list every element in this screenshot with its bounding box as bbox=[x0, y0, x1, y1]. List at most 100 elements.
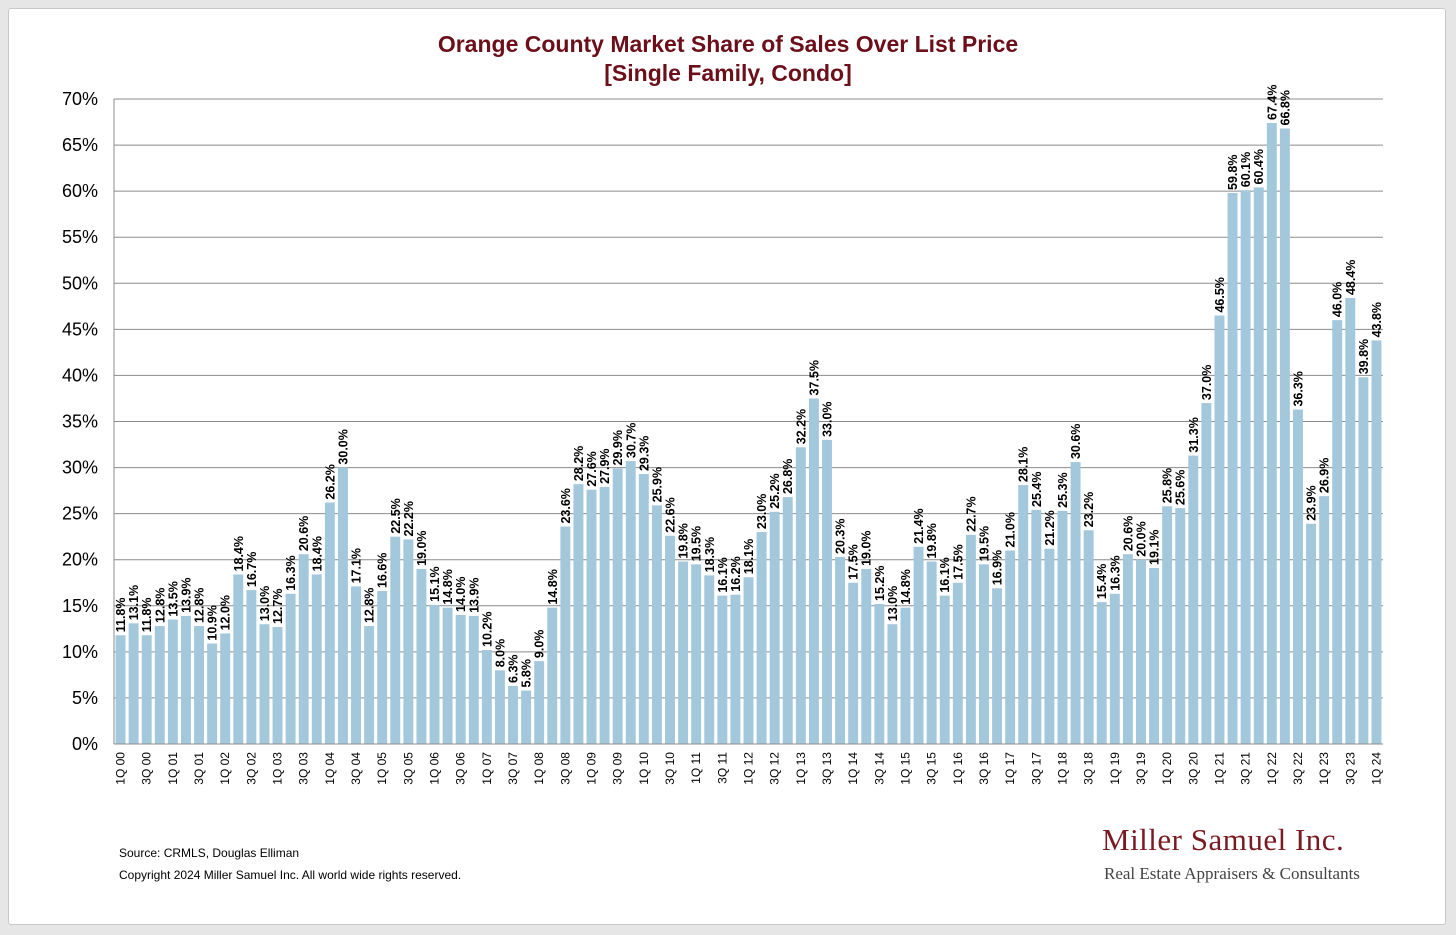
bar-value-label: 21.0% bbox=[1004, 512, 1018, 547]
bar-value-label: 16.3% bbox=[1108, 555, 1122, 590]
bar bbox=[717, 595, 728, 744]
x-tick-label: 3Q 22 bbox=[1291, 752, 1305, 785]
bar-value-label: 67.4% bbox=[1265, 85, 1279, 120]
x-tick-label: 1Q 04 bbox=[323, 752, 337, 785]
bar-value-label: 28.1% bbox=[1017, 447, 1031, 482]
bar-value-label: 16.6% bbox=[376, 553, 390, 588]
bar-value-label: 13.0% bbox=[886, 586, 900, 621]
bar-value-label: 26.9% bbox=[1318, 458, 1332, 493]
bar bbox=[651, 505, 662, 744]
bar-value-label: 26.2% bbox=[323, 464, 337, 499]
bar-value-label: 13.9% bbox=[179, 577, 193, 612]
x-tick-label: 3Q 09 bbox=[611, 752, 625, 785]
bar bbox=[1070, 462, 1081, 744]
bar-value-label: 14.8% bbox=[899, 569, 913, 604]
x-tick-label: 1Q 19 bbox=[1108, 752, 1122, 785]
bar bbox=[1371, 340, 1382, 744]
bar bbox=[547, 607, 558, 744]
x-tick-label: 3Q 12 bbox=[768, 752, 782, 785]
y-tick-label: 10% bbox=[62, 642, 98, 662]
company-logo-tagline: Real Estate Appraisers & Consultants bbox=[1104, 864, 1360, 883]
x-tick-label: 1Q 00 bbox=[114, 752, 128, 785]
bar-value-label: 16.1% bbox=[716, 557, 730, 592]
bar-value-label: 60.1% bbox=[1239, 152, 1253, 187]
bar bbox=[704, 575, 715, 744]
bar bbox=[913, 546, 924, 744]
bar-value-label: 37.0% bbox=[1200, 365, 1214, 400]
y-tick-label: 35% bbox=[62, 412, 98, 432]
bar bbox=[1175, 508, 1186, 744]
bar-value-label: 28.2% bbox=[572, 446, 586, 481]
bar bbox=[874, 603, 885, 744]
bar-value-label: 17.5% bbox=[847, 544, 861, 579]
bar bbox=[900, 607, 911, 744]
bar bbox=[180, 615, 191, 744]
bar-value-label: 43.8% bbox=[1370, 302, 1384, 337]
y-axis-tick-labels: 0% 5% 10% 15% 20% 25% 30% 35% 40% 45% 50% 55% 60% 65%… bbox=[62, 89, 98, 754]
chart-title: Orange County Market Share of Sales Over… bbox=[437, 31, 1019, 57]
bar-value-label: 19.1% bbox=[1148, 530, 1162, 565]
y-tick-label: 45% bbox=[62, 319, 98, 339]
bar bbox=[1005, 550, 1016, 744]
bar-value-label: 14.0% bbox=[454, 577, 468, 612]
y-tick-label: 70% bbox=[62, 89, 98, 109]
bar bbox=[1031, 509, 1042, 744]
bar bbox=[808, 398, 819, 744]
bar bbox=[1319, 496, 1330, 744]
bar bbox=[822, 439, 832, 744]
x-tick-label: 1Q 01 bbox=[166, 752, 180, 785]
x-tick-label: 3Q 17 bbox=[1029, 752, 1043, 785]
bar-value-label: 26.8% bbox=[781, 459, 795, 494]
bar-value-label: 21.2% bbox=[1043, 510, 1057, 545]
bar-value-label: 16.9% bbox=[991, 550, 1005, 585]
x-tick-label: 1Q 05 bbox=[375, 752, 389, 785]
y-tick-label: 55% bbox=[62, 227, 98, 247]
x-tick-label: 3Q 20 bbox=[1186, 752, 1200, 785]
bar-value-label: 33.0% bbox=[820, 401, 834, 436]
bar-value-label: 30.6% bbox=[1069, 424, 1083, 459]
bar-value-label: 18.3% bbox=[703, 537, 717, 572]
x-tick-label: 3Q 01 bbox=[192, 752, 206, 785]
bar bbox=[377, 591, 388, 744]
bar bbox=[1162, 506, 1173, 744]
bar bbox=[835, 556, 846, 744]
bar bbox=[1306, 523, 1317, 744]
bar bbox=[194, 626, 205, 744]
bar-value-label: 10.2% bbox=[480, 612, 494, 647]
bar bbox=[926, 561, 937, 744]
x-tick-label: 3Q 11 bbox=[715, 752, 729, 784]
bar-value-label: 46.5% bbox=[1213, 277, 1227, 312]
bar-value-label: 18.1% bbox=[742, 539, 756, 574]
x-tick-label: 3Q 15 bbox=[925, 752, 939, 785]
x-tick-label: 3Q 06 bbox=[454, 752, 468, 785]
bar bbox=[429, 604, 440, 744]
x-tick-label: 1Q 02 bbox=[218, 752, 232, 785]
bar-value-label: 15.2% bbox=[873, 565, 887, 600]
bar-value-label: 15.1% bbox=[428, 566, 442, 601]
bar-value-label: 16.3% bbox=[284, 555, 298, 590]
bars bbox=[115, 122, 1382, 744]
bar-value-label: 29.9% bbox=[611, 430, 625, 465]
bar bbox=[992, 588, 1003, 744]
bar bbox=[625, 461, 636, 744]
bar-value-label: 17.1% bbox=[350, 548, 364, 583]
bar-value-label: 13.5% bbox=[166, 581, 180, 616]
bar-value-label: 20.0% bbox=[1134, 521, 1148, 556]
bar-value-label: 60.4% bbox=[1252, 149, 1266, 184]
bar bbox=[1018, 485, 1029, 744]
company-logo-name: Miller Samuel Inc. bbox=[1102, 822, 1345, 857]
bar bbox=[1266, 122, 1277, 744]
x-tick-label: 3Q 08 bbox=[558, 752, 572, 785]
bar bbox=[573, 484, 584, 744]
x-tick-label: 1Q 09 bbox=[585, 752, 599, 785]
bar-value-label: 21.4% bbox=[912, 508, 926, 543]
x-tick-label: 1Q 12 bbox=[742, 752, 756, 785]
bar-value-label: 6.3% bbox=[507, 654, 521, 683]
bar-value-label: 22.2% bbox=[402, 501, 416, 536]
bar-value-label: 12.8% bbox=[193, 588, 207, 623]
x-tick-label: 1Q 11 bbox=[689, 752, 703, 784]
bar-value-label: 22.6% bbox=[664, 497, 678, 532]
y-tick-label: 30% bbox=[62, 458, 98, 478]
bar bbox=[1044, 548, 1055, 744]
x-tick-label: 1Q 17 bbox=[1003, 752, 1017, 785]
